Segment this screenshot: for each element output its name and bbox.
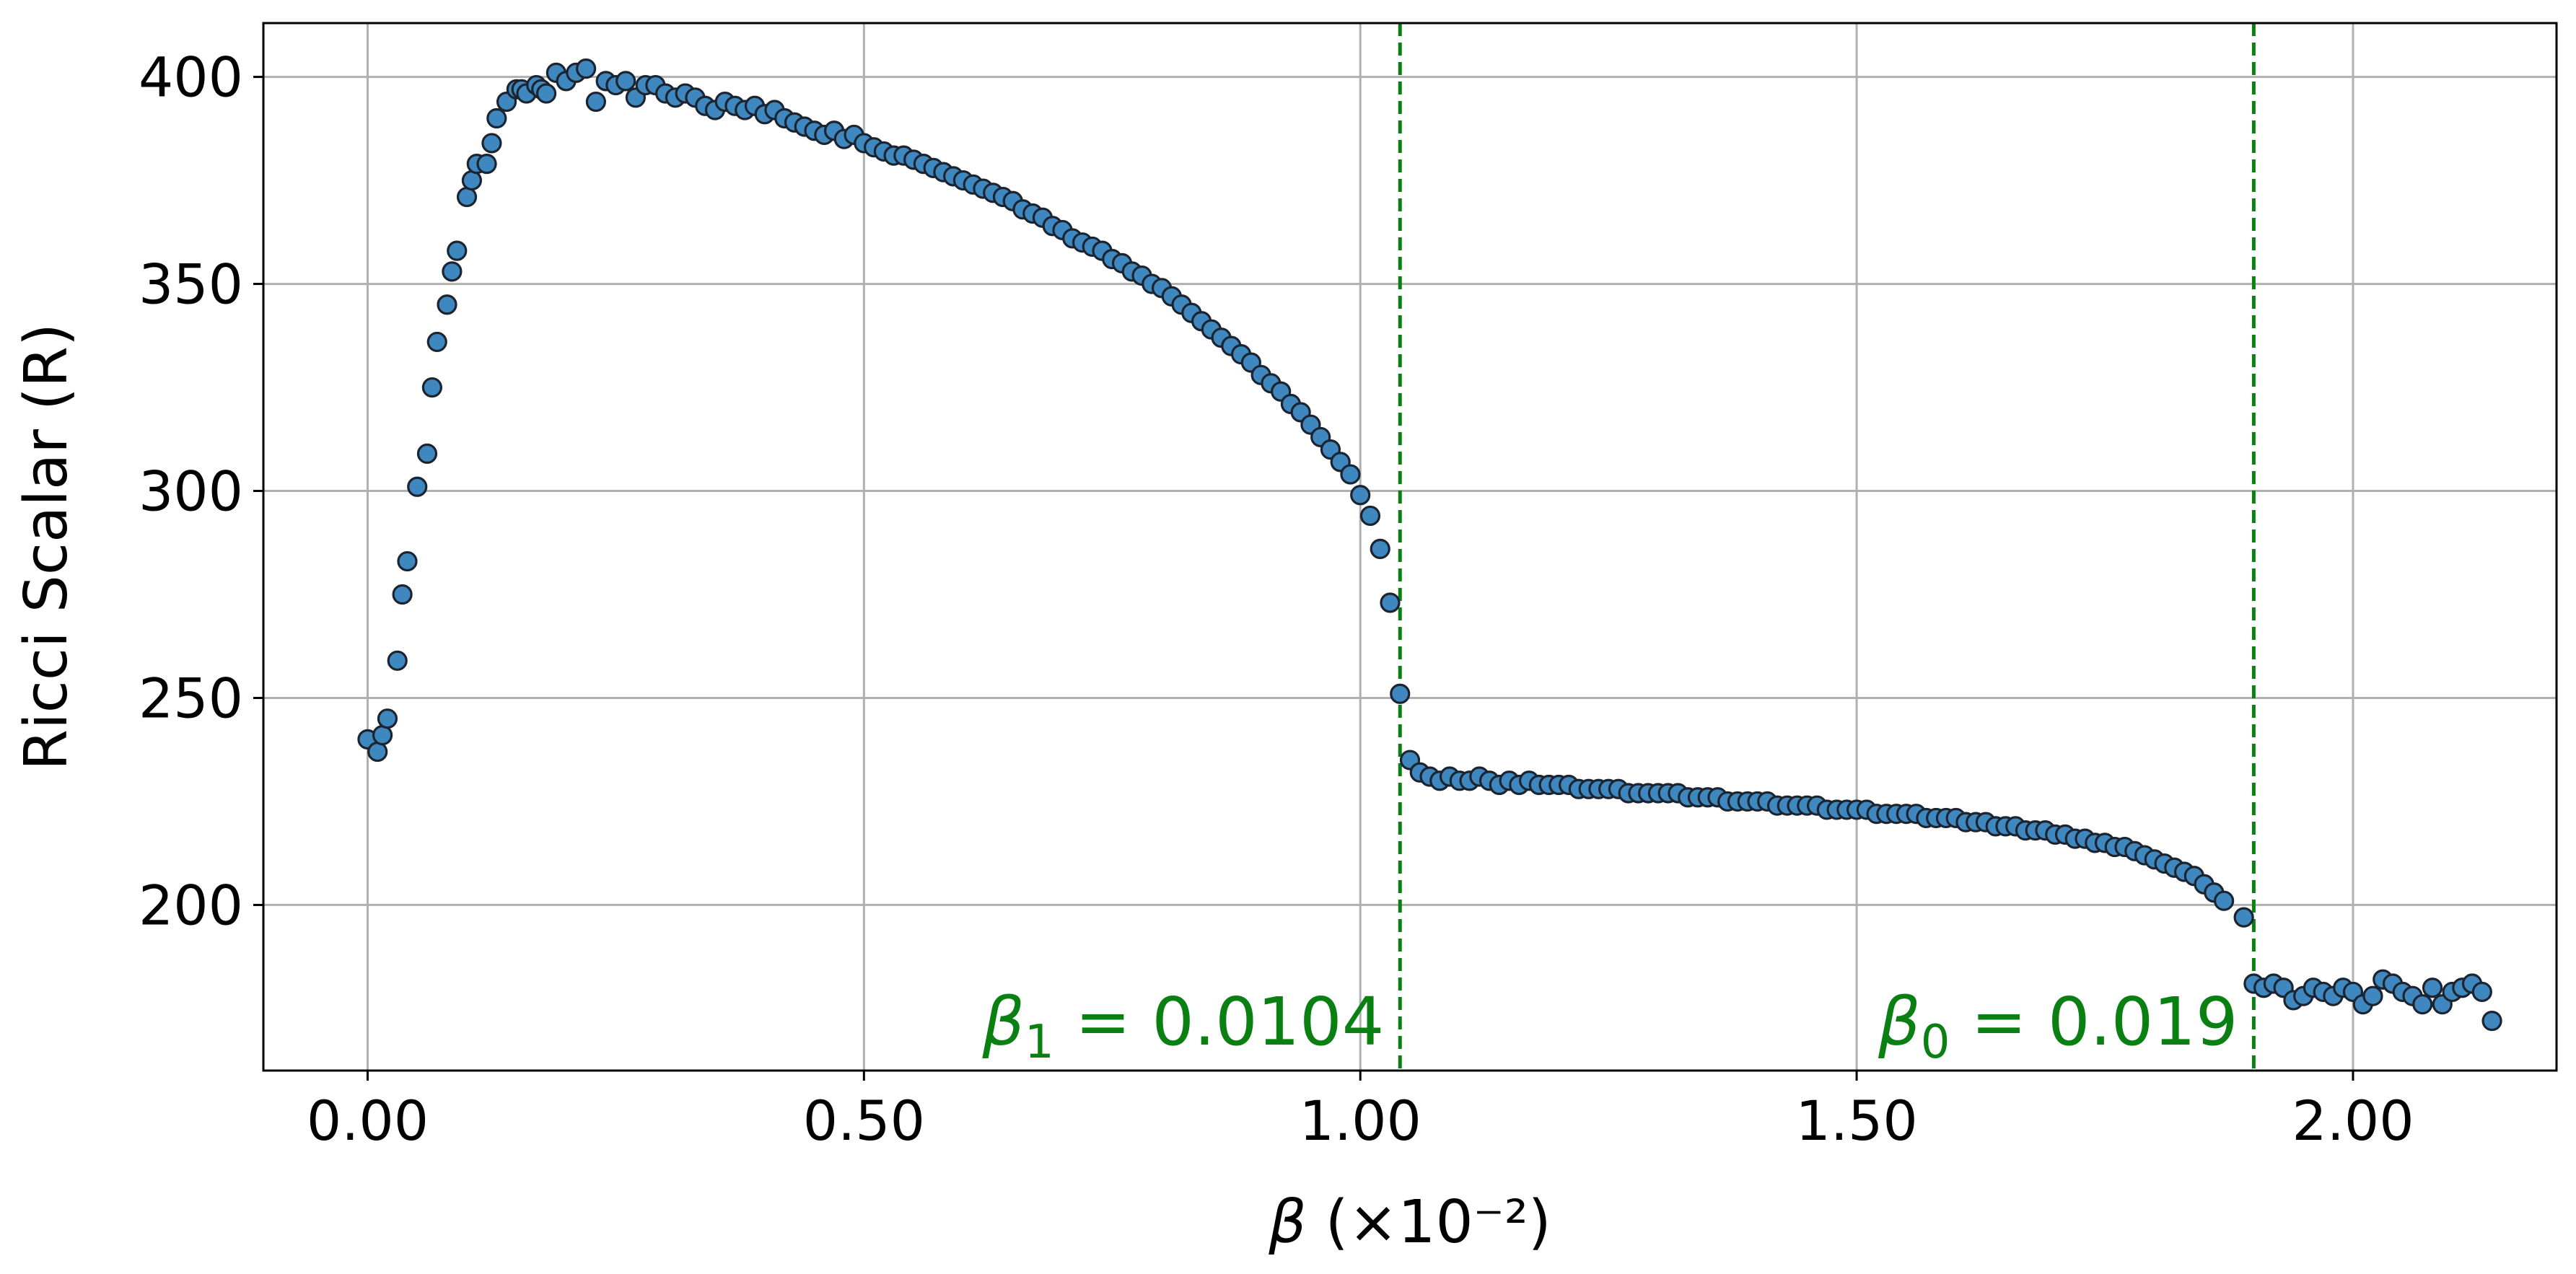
data-point bbox=[447, 240, 468, 261]
threshold-lines bbox=[1398, 23, 2256, 1071]
data-point bbox=[1359, 505, 1381, 527]
y-tick-label: 400 bbox=[139, 45, 243, 110]
data-point bbox=[585, 91, 606, 113]
data-point bbox=[461, 170, 483, 191]
x-tick-label: 1.50 bbox=[1795, 1089, 1917, 1153]
data-point bbox=[437, 294, 457, 315]
threshold-subscript: 0 bbox=[1921, 1016, 1950, 1069]
data-point bbox=[481, 133, 502, 154]
data-point bbox=[442, 261, 463, 282]
data-point bbox=[407, 476, 428, 497]
threshold-value: = 0.0104 bbox=[1054, 983, 1384, 1060]
data-point bbox=[456, 186, 478, 208]
data-point bbox=[397, 550, 418, 572]
data-point bbox=[1390, 683, 1411, 704]
axis-ticks: 0.00 0.50 1.00 1.50 2.00 200 250 300 350 400 bbox=[139, 45, 2414, 1153]
data-point bbox=[2412, 994, 2433, 1015]
grid bbox=[263, 23, 2557, 1071]
data-point bbox=[367, 741, 388, 763]
data-point bbox=[372, 725, 393, 746]
data-point bbox=[486, 107, 507, 129]
data-point bbox=[2422, 978, 2443, 998]
x-axis-label: β (×10⁻²) bbox=[1268, 1188, 1551, 1257]
threshold-value: = 0.019 bbox=[1950, 983, 2238, 1060]
threshold-label: β0 = 0.019 bbox=[1878, 983, 2238, 1069]
y-axis-label: Ricci Scalar (R) bbox=[12, 323, 81, 770]
data-point bbox=[615, 71, 636, 92]
data-point bbox=[2481, 1011, 2502, 1032]
threshold-subscript: 1 bbox=[1025, 1016, 1054, 1069]
plot-frame bbox=[262, 22, 2558, 1072]
data-point bbox=[2471, 981, 2492, 1003]
threshold-symbol: β bbox=[981, 983, 1025, 1060]
data-point bbox=[426, 331, 447, 353]
data-point bbox=[421, 377, 442, 398]
x-tick-label: 1.00 bbox=[1300, 1089, 1421, 1153]
x-tick-label: 2.00 bbox=[2292, 1089, 2414, 1153]
annotations: β1 = 0.0104 β0 = 0.019 bbox=[981, 983, 2238, 1069]
data-point bbox=[476, 154, 497, 175]
y-tick-label: 350 bbox=[139, 252, 243, 317]
data-point bbox=[377, 708, 398, 729]
data-point bbox=[2214, 890, 2235, 911]
data-point bbox=[1340, 464, 1361, 485]
data-point bbox=[387, 650, 408, 671]
data-point bbox=[576, 58, 597, 79]
threshold-label: β1 = 0.0104 bbox=[981, 983, 1384, 1069]
data-point bbox=[535, 83, 557, 104]
data-point bbox=[2362, 985, 2383, 1006]
x-axis-unit: (×10⁻²) bbox=[1307, 1188, 1551, 1257]
threshold-symbol: β bbox=[1878, 983, 1921, 1060]
data-point bbox=[2233, 907, 2254, 928]
data-point bbox=[1350, 485, 1371, 506]
data-point bbox=[392, 584, 413, 605]
x-axis-symbol: β bbox=[1268, 1188, 1306, 1257]
y-tick-label: 300 bbox=[139, 460, 243, 524]
x-tick-label: 0.00 bbox=[307, 1089, 429, 1153]
data-point bbox=[1380, 592, 1401, 613]
y-tick-label: 200 bbox=[139, 873, 243, 937]
data-point bbox=[1370, 538, 1390, 559]
y-tick-label: 250 bbox=[139, 666, 243, 730]
data-points bbox=[357, 58, 2502, 1032]
data-point bbox=[416, 443, 438, 464]
x-tick-label: 0.50 bbox=[803, 1089, 925, 1153]
